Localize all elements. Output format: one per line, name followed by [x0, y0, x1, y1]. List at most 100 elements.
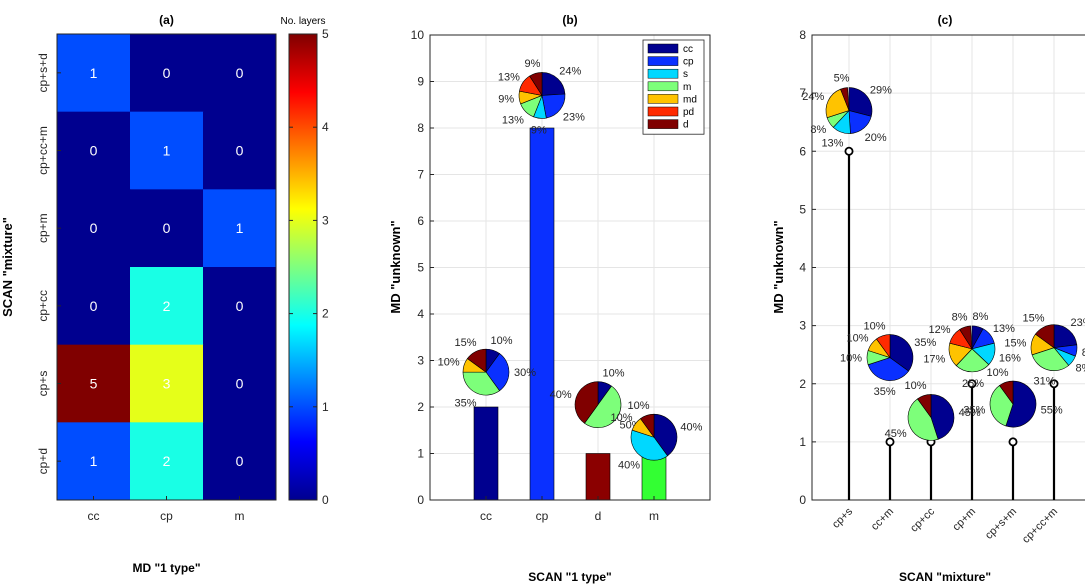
bar-y-tick-label: 7 — [417, 168, 424, 182]
pie-slice — [1034, 324, 1055, 349]
heatmap-cell-label: 0 — [236, 298, 244, 314]
bar-title: (b) — [562, 13, 577, 27]
pie-chart: 35%35%10%10%10% — [840, 320, 937, 398]
bar-series — [473, 127, 667, 501]
legend-label: pd — [683, 107, 694, 118]
legend-swatch — [647, 68, 679, 79]
pie-slice-label: 9% — [498, 94, 514, 106]
pie-slice — [485, 353, 510, 392]
stem-x-ticks: cp+s cc+m cp+cc cp+m cp+s+m cp+cc+m — [830, 496, 1060, 546]
pie-slice-label: 10% — [491, 335, 513, 347]
colorbar-tick-label: 4 — [322, 120, 329, 134]
stem-x-tick-label: cp+m — [950, 506, 978, 534]
heatmap-cell-label: 0 — [236, 453, 244, 469]
heatmap-cell-label: 0 — [236, 143, 244, 159]
stem-x-label: SCAN "mixture" — [899, 570, 991, 584]
pie-slice-label: 8% — [1076, 363, 1085, 375]
heatmap-cell — [130, 344, 204, 423]
pie-slice — [630, 429, 668, 461]
pie-slice-label: 40% — [550, 389, 572, 401]
pie-slice-label: 20% — [865, 132, 887, 144]
pie-slice — [1005, 380, 1037, 428]
heatmap-cell-label: 2 — [163, 298, 171, 314]
pie-slice — [867, 357, 910, 381]
heatmap-y-ticks: cp+s+d cp+cc+m cp+m cp+cc cp+s cp+d — [36, 53, 61, 474]
legend-swatch — [647, 56, 679, 66]
pie-slice-label: 55% — [1041, 404, 1063, 416]
heatmap-y-tick-label: cp+cc — [36, 290, 50, 322]
pie-slice — [1053, 324, 1078, 349]
pie-slice-label: 29% — [870, 85, 892, 97]
pie-slice — [462, 371, 500, 396]
stem-y-tick-label: 2 — [799, 377, 806, 391]
bar-y-tick-label: 2 — [417, 400, 424, 414]
pie-slice-label: 35% — [455, 397, 477, 409]
pie-slice-label: 10% — [840, 353, 862, 365]
pie-chart: 45% 45% 10% — [885, 380, 981, 441]
pie-slice-label: 25% — [962, 378, 984, 390]
legend-label: md — [683, 94, 697, 105]
colorbar-ticks: 0 1 2 3 4 5 — [289, 27, 329, 507]
pie-slice — [584, 385, 622, 428]
heatmap-cell — [57, 344, 131, 423]
pie-slice-label: 10% — [627, 400, 649, 412]
bar-y-ticks: 0 1 2 3 4 5 6 7 8 9 10 — [411, 28, 434, 507]
pie-slice-label: 24% — [802, 91, 824, 103]
bar-y-tick-label: 4 — [417, 307, 424, 321]
stem-pies: 29%20%13%8%24%5%35%35%10%10%10%45%45%10%… — [802, 72, 1085, 441]
stem-series — [844, 146, 1059, 500]
stem-marker — [1049, 379, 1059, 389]
legend-swatch — [647, 43, 679, 54]
pie-chart: 23% 8% 8% 31% 15% 15% — [1004, 312, 1085, 387]
heatmap-cell — [130, 34, 204, 113]
heatmap-y-tick-label: cp+m — [36, 213, 50, 243]
pie-slice — [876, 334, 891, 359]
pie-slice-label: 13% — [993, 323, 1015, 335]
pie-slice-label: 35% — [963, 404, 985, 416]
legend-swatch — [647, 119, 679, 129]
bar — [585, 453, 611, 501]
pie-slice-label: 10% — [846, 333, 868, 345]
pie-slice-label: 8% — [973, 311, 989, 323]
heatmap-cell-label: 1 — [90, 453, 98, 469]
pie-slice-label: 10% — [863, 320, 885, 332]
pie-slice-label: 24% — [559, 66, 581, 78]
legend-label: cp — [683, 57, 694, 68]
pie-slice — [640, 413, 655, 439]
pie-chart: 8%13%16%25%17%12%8% — [923, 311, 1021, 390]
stem-y-tick-label: 4 — [799, 261, 806, 275]
pie-slice — [848, 87, 873, 117]
heatmap-y-tick-label: cp+d — [36, 448, 50, 474]
colorbar-label: No. layers — [280, 16, 325, 27]
pie-slice-label: 31% — [1033, 375, 1055, 387]
pie-slice-label: 30% — [514, 367, 536, 379]
heatmap-cells: 1 0 0 0 1 0 0 0 1 0 2 0 5 3 0 1 2 0 — [57, 34, 277, 501]
bar-y-label: MD "unknown" — [388, 220, 403, 313]
legend-label: cc — [683, 44, 693, 55]
pie-slice — [466, 348, 487, 373]
pie-slice-label: 9% — [525, 58, 541, 70]
heatmap-cell — [203, 422, 277, 501]
stem-panel: 0 1 2 3 4 5 6 7 8 cp+s cc+m cp+cc cp+m cp+s+m cp+cc+m… — [771, 13, 1085, 584]
heatmap-cell-label: 0 — [90, 143, 98, 159]
heatmap-cell-label: 0 — [90, 220, 98, 236]
pie-slice-label: 23% — [1070, 317, 1085, 329]
pie-slice-label: 10% — [603, 367, 625, 379]
colorbar-tick-label: 3 — [322, 213, 329, 227]
bar-y-tick-label: 9 — [417, 75, 424, 89]
pie-chart: 55% 35% 10% — [963, 367, 1063, 428]
heatmap-panel: 1 0 0 0 1 0 0 0 1 0 2 0 5 3 0 1 2 0 (a) cc cp m cp+s+d cp+cc… — [0, 13, 329, 575]
legend-swatch — [647, 94, 679, 104]
pie-slice — [541, 72, 566, 96]
stem-y-tick-label: 8 — [799, 28, 806, 42]
pie-slice-label: 13% — [821, 138, 843, 150]
heatmap-cell-label: 2 — [163, 453, 171, 469]
pie-slice — [840, 87, 850, 111]
legend-label: d — [683, 120, 689, 131]
heatmap-cell-label: 1 — [163, 143, 171, 159]
stem-y-tick-label: 7 — [799, 86, 806, 100]
heatmap-y-tick-label: cp+s+d — [36, 53, 50, 92]
heatmap-cell-label: 0 — [236, 65, 244, 81]
pie-chart: 10% 30% 35% 10% 15% — [438, 335, 537, 410]
